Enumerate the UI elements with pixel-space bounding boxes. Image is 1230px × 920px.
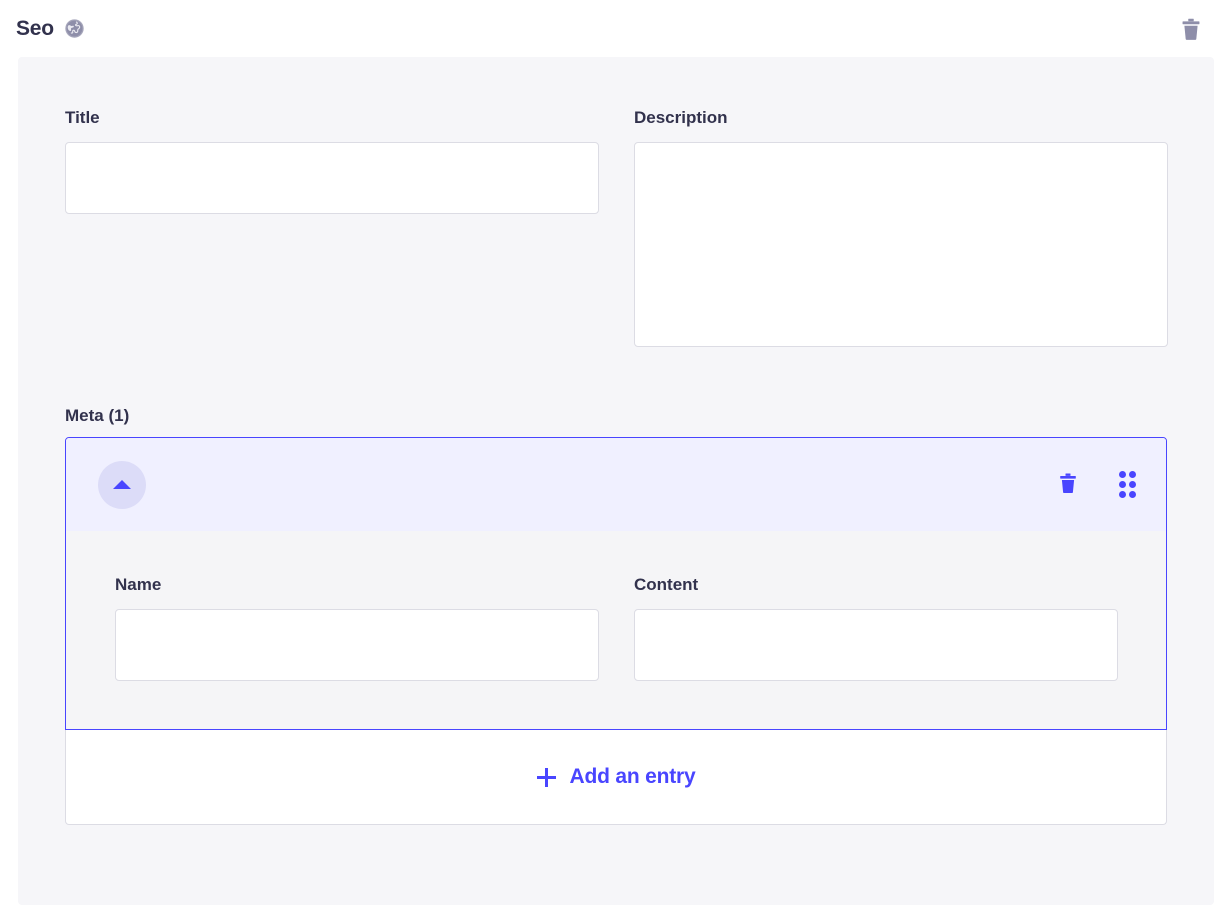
drag-dot <box>1129 491 1136 498</box>
add-entry-label: Add an entry <box>569 765 696 788</box>
meta-content-label: Content <box>634 575 699 594</box>
page-title: Seo <box>16 17 54 40</box>
title-label: Title <box>65 108 100 127</box>
page-header: Seo <box>0 0 1230 57</box>
meta-entry-collapse-toggle[interactable] <box>98 460 146 509</box>
title-field-group: Title <box>65 109 599 347</box>
drag-dot <box>1129 471 1136 478</box>
primary-fields-row: Title Description <box>65 109 1168 347</box>
plus-icon <box>536 767 556 787</box>
delete-entry-button[interactable] <box>1178 17 1204 43</box>
trash-icon <box>1178 16 1204 45</box>
meta-label: Meta (1) <box>65 406 130 425</box>
meta-section: Meta (1) <box>65 407 1167 825</box>
meta-entry-actions <box>1056 438 1136 531</box>
content-panel: Title Description Meta (1) <box>18 57 1214 905</box>
add-entry-button[interactable]: Add an entry <box>536 765 696 789</box>
meta-name-input[interactable] <box>115 609 599 681</box>
meta-content-field-group: Content <box>634 576 1118 681</box>
meta-entry-body: Name Content <box>66 531 1166 729</box>
description-label: Description <box>634 108 728 127</box>
drag-dot <box>1119 491 1126 498</box>
title-input[interactable] <box>65 142 599 214</box>
meta-entry: Name Content <box>65 437 1167 730</box>
drag-dot <box>1119 481 1126 488</box>
page-title-group: Seo <box>16 18 85 39</box>
trash-icon <box>1056 471 1080 498</box>
caret-up-icon <box>113 480 131 489</box>
drag-dot <box>1119 471 1126 478</box>
add-entry-area: Add an entry <box>65 730 1167 825</box>
description-field-group: Description <box>634 109 1168 347</box>
drag-dot <box>1129 481 1136 488</box>
meta-entries-container: Name Content Add an entry <box>65 437 1167 825</box>
meta-name-field-group: Name <box>115 576 599 681</box>
meta-entry-delete-button[interactable] <box>1056 473 1080 497</box>
description-textarea[interactable] <box>634 142 1168 347</box>
meta-name-label: Name <box>115 575 162 594</box>
globe-icon <box>64 18 85 39</box>
drag-handle-icon[interactable] <box>1119 471 1136 498</box>
meta-entry-header <box>66 438 1166 531</box>
meta-content-input[interactable] <box>634 609 1118 681</box>
